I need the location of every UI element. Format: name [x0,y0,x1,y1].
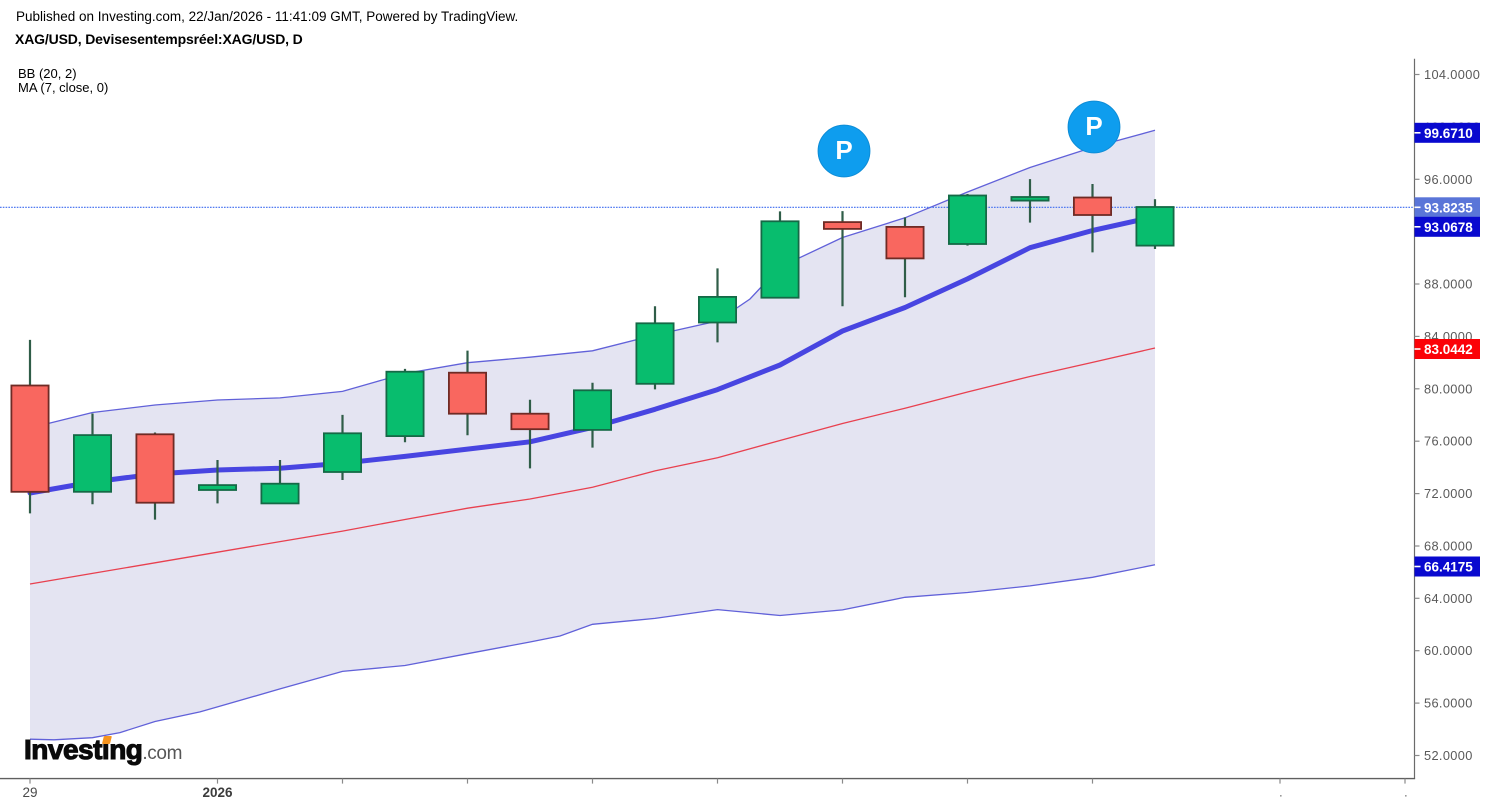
svg-text:88.0000: 88.0000 [1424,277,1473,292]
svg-text:76.0000: 76.0000 [1424,434,1473,449]
svg-text:60.0000: 60.0000 [1424,643,1473,658]
svg-text:99.6710: 99.6710 [1424,126,1473,141]
svg-text:80.0000: 80.0000 [1424,381,1473,396]
svg-text:52.0000: 52.0000 [1424,748,1473,763]
svg-text:2026: 2026 [202,785,233,800]
svg-text:83.0442: 83.0442 [1424,342,1473,357]
svg-text:96.0000: 96.0000 [1424,172,1473,187]
svg-text:P: P [835,135,852,165]
svg-text:68.0000: 68.0000 [1424,539,1473,554]
svg-text:93.8235: 93.8235 [1424,200,1473,215]
svg-text:104.0000: 104.0000 [1424,67,1480,82]
svg-text:29: 29 [22,785,37,800]
svg-text:93.0678: 93.0678 [1424,220,1473,235]
svg-text:64.0000: 64.0000 [1424,591,1473,606]
svg-text:72.0000: 72.0000 [1424,486,1473,501]
svg-text:56.0000: 56.0000 [1424,696,1473,711]
svg-text:P: P [1085,111,1102,141]
svg-text:66.4175: 66.4175 [1424,560,1473,575]
